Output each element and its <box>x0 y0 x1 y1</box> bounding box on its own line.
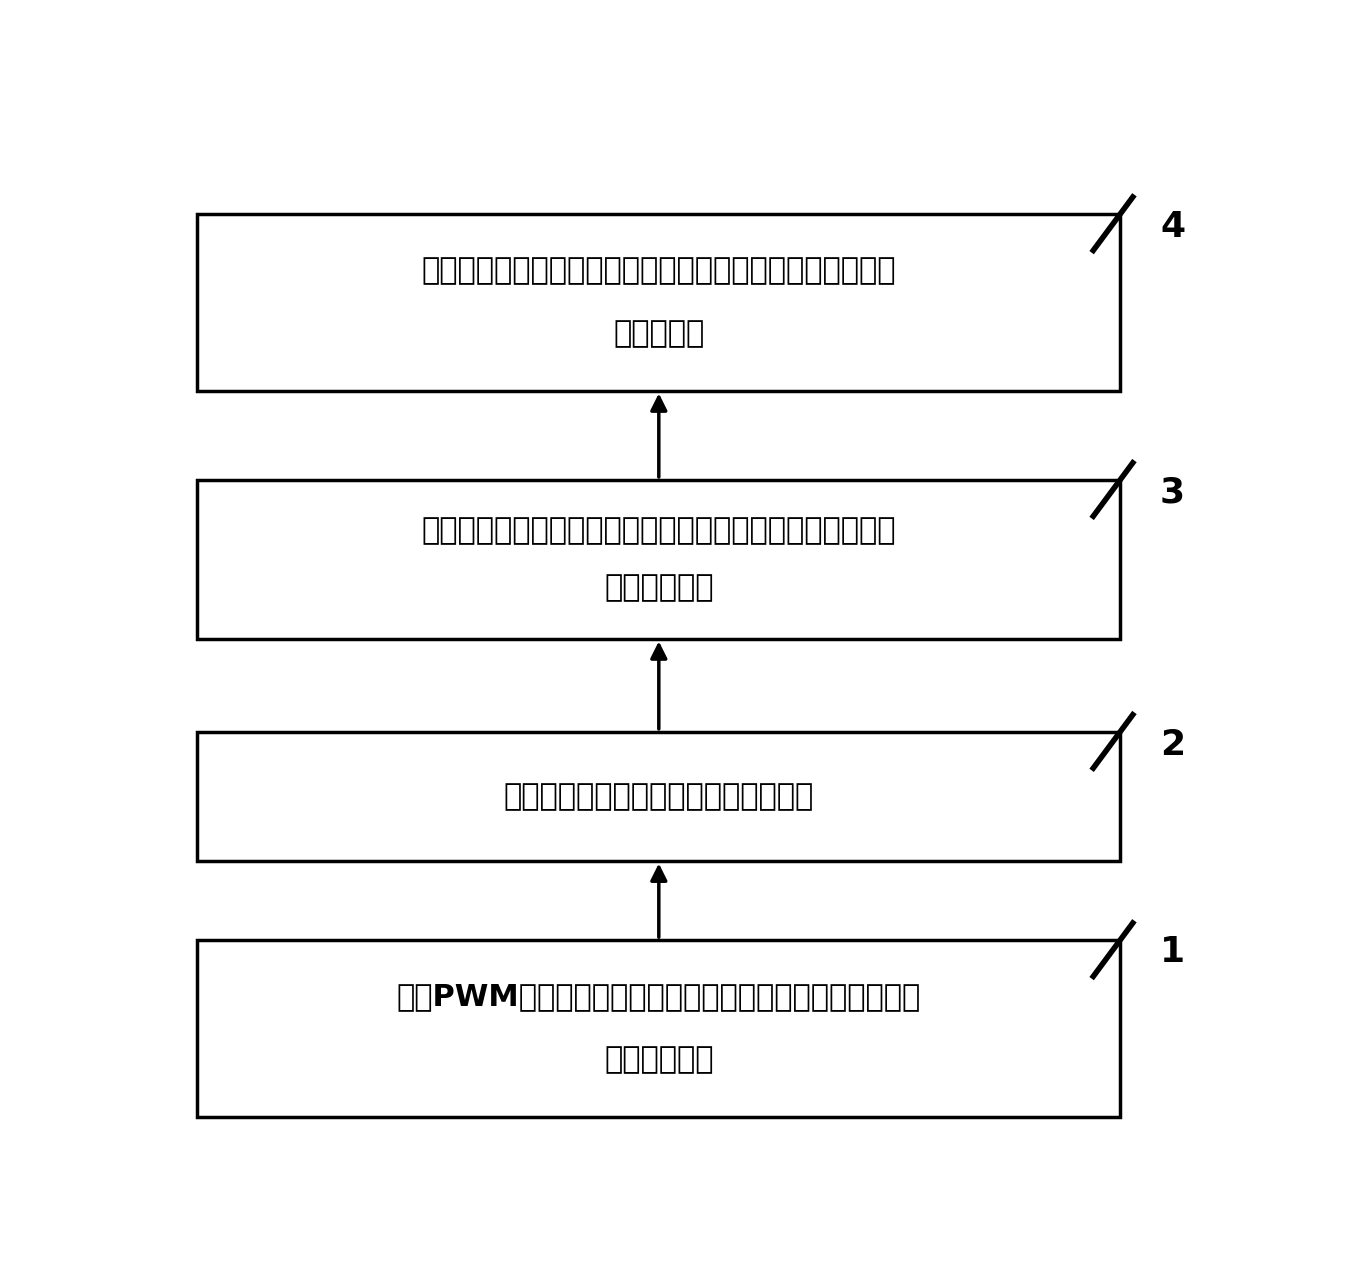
Text: 状态描述方程: 状态描述方程 <box>603 573 713 603</box>
Text: 建立三重四象限整流器系统的数学模型: 建立三重四象限整流器系统的数学模型 <box>503 782 815 810</box>
Text: 构的对应关系: 构的对应关系 <box>603 1046 713 1074</box>
Bar <box>198 480 1120 639</box>
Bar <box>198 214 1120 390</box>
Bar <box>198 732 1120 860</box>
Text: 获得所述三重四象限整流器系统的数学模型在控制信号下的: 获得所述三重四象限整流器系统的数学模型在控制信号下的 <box>422 516 896 545</box>
Text: 获取PWM控制信号与三重四象限整流器系统的主电路拓扑结: 获取PWM控制信号与三重四象限整流器系统的主电路拓扑结 <box>396 981 921 1011</box>
Text: 及判断信号: 及判断信号 <box>613 319 705 349</box>
Text: 3: 3 <box>1160 475 1185 510</box>
Text: 对所述状态描述方程进行状态方程判断，获得状态方程矩阵: 对所述状态描述方程进行状态方程判断，获得状态方程矩阵 <box>422 256 896 285</box>
Text: 4: 4 <box>1160 210 1185 245</box>
Text: 1: 1 <box>1160 935 1185 969</box>
Bar <box>198 940 1120 1117</box>
Text: 2: 2 <box>1160 728 1185 761</box>
